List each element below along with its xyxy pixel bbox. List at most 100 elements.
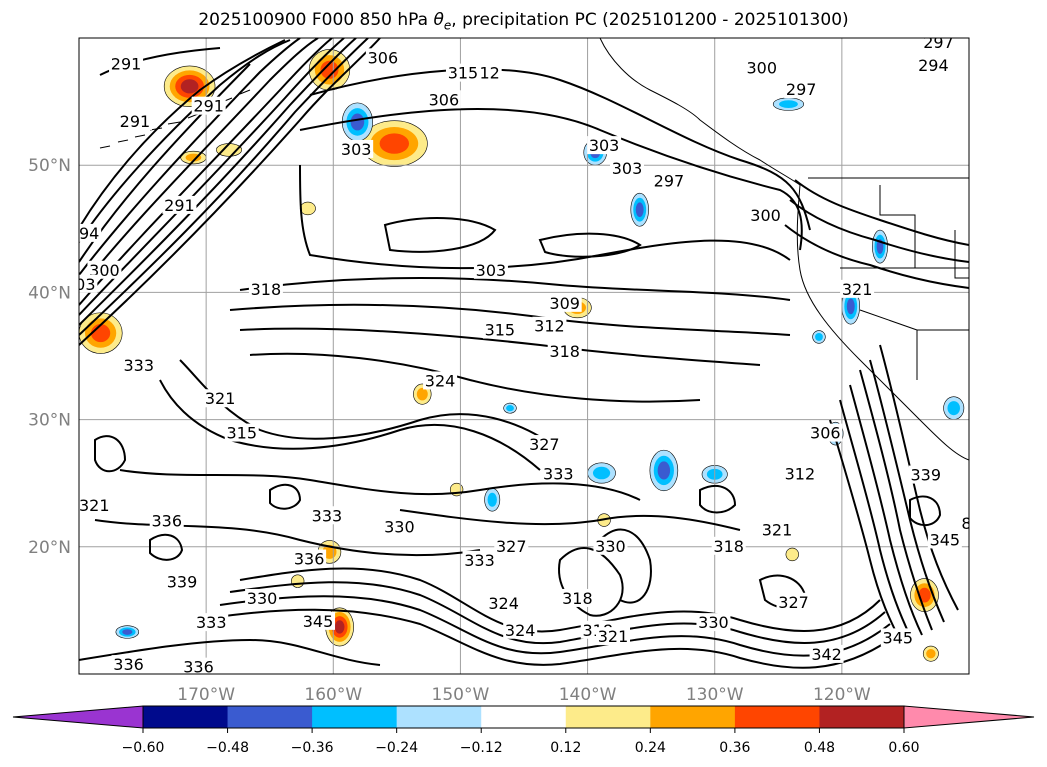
contour-label: 306 bbox=[368, 48, 399, 67]
contour-label-bg bbox=[959, 513, 969, 532]
contour-label-bg bbox=[111, 655, 146, 674]
colorbar-bin bbox=[819, 706, 905, 728]
contour-label-bg bbox=[808, 423, 843, 442]
contour-label: 324 bbox=[505, 621, 536, 640]
contour-label-bg bbox=[587, 136, 622, 155]
contour-label-bg bbox=[301, 611, 336, 630]
lon-tick-label: 170°W bbox=[177, 685, 235, 705]
contour-line bbox=[79, 38, 381, 346]
contour-label-bg bbox=[651, 171, 686, 190]
colorbar-bin bbox=[227, 706, 313, 728]
contour-line bbox=[794, 179, 969, 246]
alaska-coast bbox=[599, 38, 801, 186]
precip-pc-contour bbox=[815, 333, 823, 341]
contour-label-bg bbox=[916, 55, 951, 74]
contour-label: 333 bbox=[123, 356, 154, 375]
precip-pc-contour bbox=[334, 620, 345, 634]
lon-tick-label: 160°W bbox=[304, 685, 362, 705]
colorbar-frame bbox=[142, 705, 905, 729]
contour-label-bg bbox=[784, 80, 819, 99]
contour-label: 327 bbox=[529, 435, 560, 454]
contour-line bbox=[119, 469, 641, 501]
contour-label: 315 bbox=[448, 64, 479, 83]
map-title: 2025100900 F000 850 hPa θe, precipitatio… bbox=[0, 10, 1047, 32]
precip-pc-contour bbox=[299, 201, 316, 216]
contour-label-bg bbox=[181, 657, 216, 674]
contour-label: 309 bbox=[549, 294, 580, 313]
precip-pc-shading bbox=[79, 49, 965, 662]
contour-label: 318 bbox=[713, 537, 744, 556]
contour-label: 345 bbox=[303, 612, 334, 631]
contour-label: 303 bbox=[476, 261, 507, 280]
contour-label: 336 bbox=[183, 658, 214, 677]
contour-label-bg bbox=[79, 274, 98, 293]
contour-line bbox=[239, 567, 881, 633]
contour-label: 315 bbox=[485, 321, 516, 340]
contour-line bbox=[229, 581, 886, 645]
colorbar-tick-label: 0.36 bbox=[719, 740, 750, 756]
contour-line bbox=[79, 38, 357, 326]
contour-label-bg bbox=[711, 536, 746, 555]
colorbar-tick-label: −0.24 bbox=[375, 740, 418, 756]
contour-label: 300 bbox=[746, 59, 777, 78]
contour-line bbox=[79, 38, 345, 316]
contour-line bbox=[79, 38, 333, 306]
colorbar-extend-max bbox=[903, 705, 1035, 729]
contour-line bbox=[399, 509, 741, 531]
contour-label-bg bbox=[744, 58, 779, 77]
contour-line bbox=[219, 595, 891, 657]
contour-label-bg bbox=[365, 48, 400, 67]
contour-line bbox=[94, 435, 127, 473]
contour-label: 324 bbox=[425, 371, 456, 390]
colorbar: −0.60 −0.48 −0.36 −0.24 −0.12 0.12 0.24 0.36 0.4… bbox=[12, 705, 1035, 756]
lat-tick-label: 20°N bbox=[28, 538, 71, 558]
contour-line bbox=[869, 359, 945, 623]
contour-line bbox=[79, 38, 369, 336]
contour-label: 318 bbox=[251, 280, 282, 299]
contour-label-bg bbox=[162, 195, 197, 214]
contour-label-bg bbox=[486, 594, 521, 613]
contour-label-bg bbox=[593, 536, 628, 555]
contour-label-bg bbox=[203, 389, 238, 408]
precip-pc-contour bbox=[947, 401, 961, 416]
contour-line bbox=[599, 528, 652, 604]
contour-line bbox=[269, 483, 302, 510]
precip-pc-contour bbox=[350, 113, 365, 131]
contour-label-bg bbox=[596, 627, 630, 646]
contour-label-bg bbox=[191, 96, 226, 115]
contour-label-bg bbox=[527, 435, 562, 454]
precip-pc-contour bbox=[487, 492, 497, 507]
contour-label-bg bbox=[927, 530, 962, 549]
colorbar-bin bbox=[481, 706, 567, 728]
contour-label: 321 bbox=[598, 627, 629, 646]
contour-label: 330 bbox=[247, 589, 278, 608]
contour-label-bg bbox=[79, 496, 112, 515]
colorbar-bin bbox=[565, 706, 651, 728]
contour-line bbox=[849, 384, 923, 636]
precip-pc-contour bbox=[926, 648, 936, 659]
colorbar-tick-label: −0.60 bbox=[122, 740, 165, 756]
contour-label-bg bbox=[547, 293, 582, 312]
lat-tick-label: 30°N bbox=[28, 411, 71, 431]
colorbar-tick-label: −0.12 bbox=[460, 740, 503, 756]
lon-tick-label: 120°W bbox=[813, 685, 871, 705]
lon-tick-label: 130°W bbox=[686, 685, 744, 705]
contour-label: 339 bbox=[910, 466, 941, 485]
gridlines bbox=[79, 38, 969, 674]
colorbar-tick-label: −0.48 bbox=[206, 740, 249, 756]
colorbar-bin bbox=[650, 706, 736, 728]
contour-label: 8 bbox=[961, 514, 971, 533]
contour-line bbox=[79, 39, 286, 229]
colorbar-tick-label: 0.12 bbox=[550, 740, 581, 756]
contour-line bbox=[209, 608, 896, 669]
contour-label-bg bbox=[423, 371, 458, 390]
contour-label-bg bbox=[462, 550, 497, 569]
contour-label: 306 bbox=[810, 424, 841, 443]
contour-label: 345 bbox=[883, 628, 914, 647]
contour-label: 330 bbox=[384, 518, 415, 537]
contour-label-bg bbox=[809, 644, 844, 663]
contour-label-bg bbox=[309, 506, 344, 525]
contour-label-bg bbox=[482, 320, 517, 339]
contour-label-bg bbox=[782, 464, 817, 483]
precip-pc-contour bbox=[592, 466, 611, 480]
